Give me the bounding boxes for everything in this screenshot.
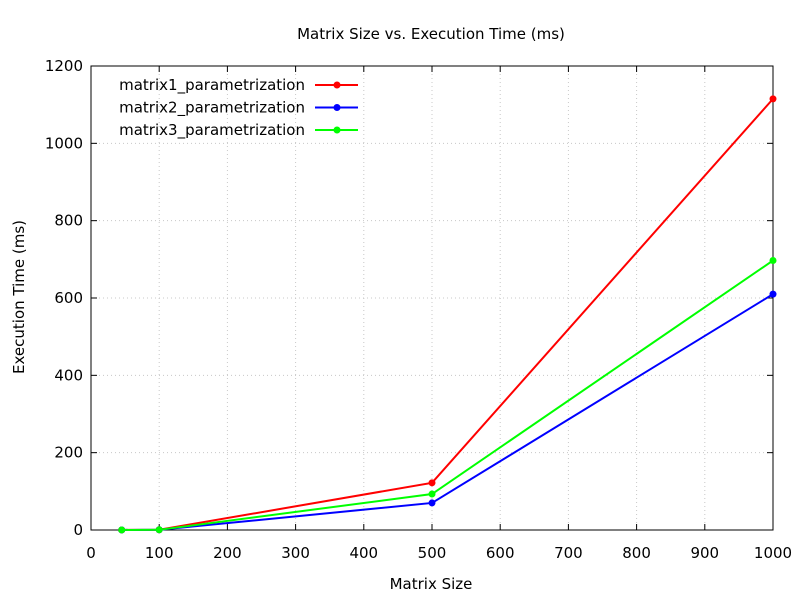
x-tick-label: 200 [213,544,242,562]
legend-label: matrix3_parametrization [119,121,305,140]
series-line [121,293,774,531]
y-tick-label: 600 [54,289,83,307]
legend-label: matrix2_parametrization [119,99,305,118]
grid-lines [91,66,773,530]
data-point [428,479,436,487]
y-tick-label: 400 [54,366,83,384]
legend-marker [333,104,341,111]
legend-marker [333,126,341,134]
x-tick-label: 700 [554,544,583,562]
data-point [118,526,126,534]
legend-label: matrix1_parametrization [119,76,305,95]
x-tick-label: 600 [486,544,515,562]
x-tick-label: 0 [86,544,96,562]
axis-ticks: 0 100 200 300 400 500 600 700 800 900 1000 0 200 400 6… [45,57,792,562]
data-point [155,526,163,534]
y-tick-label: 0 [73,521,83,539]
series-line [121,259,774,531]
data-point [769,256,777,264]
x-tick-label: 500 [418,544,447,562]
x-tick-label: 400 [349,544,378,562]
x-axis-label: Matrix Size [390,575,473,593]
x-tick-label: 100 [145,544,174,562]
series-line [121,98,774,531]
y-tick-label: 1200 [45,57,83,75]
legend: matrix1_parametrization matrix2_parametri… [119,76,358,140]
x-tick-label: 800 [622,544,651,562]
y-tick-label: 200 [54,444,83,462]
data-point [769,290,777,298]
y-tick-label: 1000 [45,134,83,152]
data-point [428,499,436,507]
y-tick-label: 800 [54,212,83,230]
x-tick-label: 300 [281,544,310,562]
x-tick-label: 1000 [754,544,792,562]
legend-marker [333,81,341,89]
x-tick-label: 900 [690,544,719,562]
data-point [428,490,436,498]
y-axis-label: Execution Time (ms) [10,220,28,374]
series-layer [118,95,777,534]
chart-title: Matrix Size vs. Execution Time (ms) [297,25,565,43]
data-point [769,95,777,103]
